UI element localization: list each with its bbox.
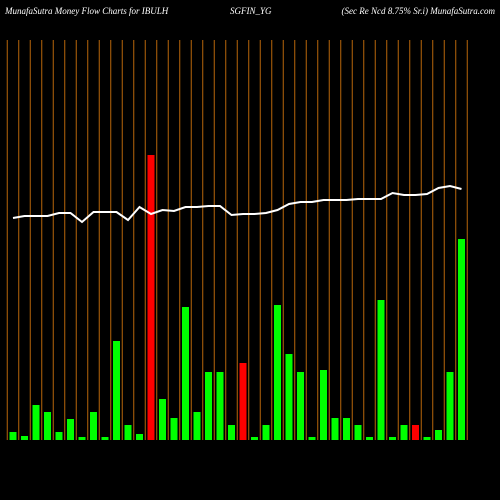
bar [228,425,235,440]
bar [320,370,327,440]
bar [400,425,408,440]
bar [308,437,316,440]
bar [285,354,293,440]
bar [331,418,339,440]
bar [389,437,396,440]
bar [21,436,28,440]
bar [44,412,51,440]
bar [193,412,201,440]
chart-title: (Sec Re Ncd 8.75% Sr.i) MunafaSutra.com [342,6,496,16]
bar [32,405,40,440]
bar [101,437,109,440]
bar [124,425,132,440]
bar [377,300,385,440]
bar [274,305,281,440]
bar [239,363,247,440]
bar [182,307,189,440]
bar [251,437,258,440]
chart-title: MunafaSutra Money Flow Charts for IBULH [4,6,169,16]
bar [90,412,97,440]
bar [136,434,143,440]
bar [159,399,166,440]
bar [297,372,304,440]
bar [412,425,419,440]
bar [423,437,431,440]
bar [458,239,465,440]
bar [55,432,63,440]
money-flow-line [12,184,462,224]
bar [170,418,178,440]
bar [9,432,17,440]
bar [446,372,454,440]
bar [354,425,362,440]
bar [435,430,442,440]
bar [113,341,120,440]
bar [147,155,155,440]
bar [205,372,212,440]
bar [78,437,86,440]
bar [343,418,350,440]
chart-title: SGFIN_YG [230,6,272,16]
bar [262,425,270,440]
bar [67,419,74,440]
bar [366,437,373,440]
bar [216,372,224,440]
